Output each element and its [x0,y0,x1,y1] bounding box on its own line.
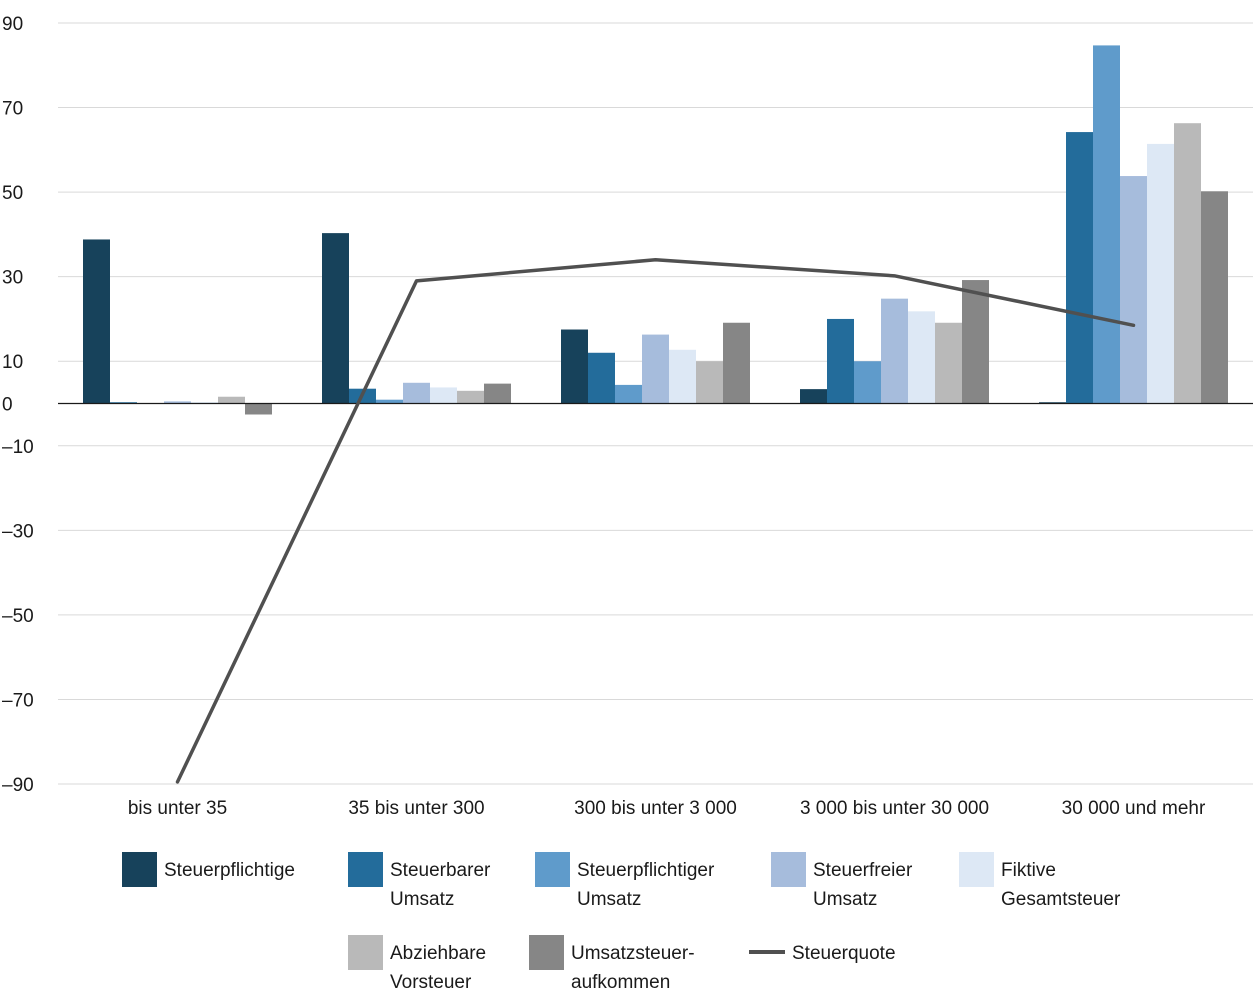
bar [457,390,484,404]
legend-item: Steuerpflichtige [122,852,295,887]
x-tick-label: 30 000 und mehr [1062,798,1206,819]
legend-item: Steuerfreier Umsatz [771,852,913,910]
y-tick-label: 70 [2,99,23,120]
legend-label: Fiktive [1001,860,1056,881]
y-tick-label: –50 [2,606,34,627]
bar [827,318,854,404]
bar [1147,143,1174,404]
legend-item: Steuerquote [749,943,896,964]
legend-label: Gesamtsteuer [1001,889,1121,910]
bar [1066,132,1093,404]
legend-swatch [959,852,994,887]
legend-label: Abziehbare [390,943,486,964]
legend-label: Umsatz [577,889,641,910]
x-tick-label: bis unter 35 [128,798,227,819]
bar [696,361,723,404]
legend: Steuerpflichtige SteuerbarerUmsatzSteuerp… [122,852,1121,992]
bar [669,349,696,404]
legend-swatch [348,935,383,970]
legend-label: aufkommen [571,972,670,992]
steuerquote-line [175,258,1136,784]
bar [164,401,191,404]
y-tick-label: –30 [2,521,34,542]
legend-swatch [122,852,157,887]
y-tick-label: –10 [2,437,34,458]
legend-swatch [535,852,570,887]
legend-label: Steuerpflichtiger [577,860,715,881]
legend-item: Umsatzsteuer-aufkommen [529,935,695,992]
bar [83,239,110,404]
x-axis: bis unter 35 35 bis unter 300 300 bis unte… [128,798,1206,819]
bar [218,396,245,404]
legend-item: Abziehbare Vorsteuer [348,935,486,992]
bar [376,399,403,404]
legend-label: Umsatzsteuer- [571,943,695,964]
bar [245,403,272,415]
x-tick-label: 35 bis unter 300 [348,798,484,819]
legend-item: Fiktive Gesamtsteuer [959,852,1121,910]
bars [83,45,1228,415]
bar [484,383,511,404]
bar [642,334,669,404]
x-tick-label: 3 000 bis unter 30 000 [800,798,989,819]
x-tick-label: 300 bis unter 3 000 [574,798,737,819]
bar [322,233,349,404]
bar [430,387,457,404]
y-tick-label: 90 [2,14,23,35]
bar [908,311,935,404]
legend-label: Umsatz [813,889,877,910]
y-axis: 90 70 50 30 10 0 –10 –30 –50 –70 –90 [2,14,34,796]
legend-item: Steuerpflichtiger Umsatz [535,852,715,910]
bar [561,329,588,404]
y-tick-label: –90 [2,775,34,796]
legend-swatch [529,935,564,970]
bar [1174,123,1201,404]
bar [615,384,642,404]
y-tick-label: 10 [2,352,23,373]
legend-label: Steuerquote [792,943,896,964]
legend-swatch [771,852,806,887]
y-tick-label: 0 [2,395,13,416]
bar [854,361,881,404]
bar [588,352,615,404]
bar [723,322,750,404]
legend-label: Steuerfreier [813,860,913,881]
legend-item: Steuerbarer Umsatz [348,852,491,910]
bar [881,298,908,404]
y-tick-label: 30 [2,268,23,289]
legend-label: Steuerpflichtige [164,860,295,881]
bar [403,382,430,404]
bar [800,389,827,404]
bar [1093,45,1120,404]
legend-label: Umsatz [390,889,454,910]
bar [962,280,989,404]
bar [1201,191,1228,404]
line-series [175,258,1136,784]
legend-label: Steuerbarer [390,860,491,881]
legend-swatch [348,852,383,887]
y-tick-label: –70 [2,690,34,711]
legend-label: Vorsteuer [390,972,472,992]
y-tick-label: 50 [2,183,23,204]
bar [935,322,962,404]
bar [1120,176,1147,404]
